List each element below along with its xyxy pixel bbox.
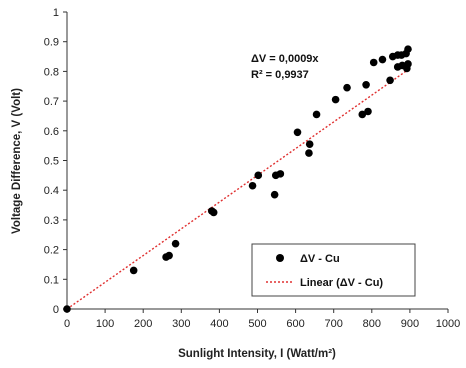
y-tick-label: 0.1 [44, 274, 59, 286]
y-tick-label: 0.8 [44, 66, 59, 78]
equation-box [245, 46, 331, 84]
data-point [386, 76, 394, 85]
x-axis-title: Sunlight Intensity, I (Watt/m²) [178, 348, 336, 360]
x-tick-label: 200 [134, 318, 152, 330]
data-point [343, 83, 351, 92]
y-tick-label: 0.6 [44, 126, 59, 138]
y-axis-title: Voltage Difference, V (Volt) [11, 88, 23, 234]
data-point [293, 128, 302, 137]
legend-label-scatter: ΔV - Cu [300, 253, 340, 265]
data-point [358, 110, 367, 119]
data-point [362, 80, 370, 89]
y-tick-label: 0.3 [44, 215, 59, 227]
data-point [369, 58, 378, 67]
x-tick-label: 500 [248, 318, 266, 330]
legend-box [251, 243, 416, 297]
x-tick-label: 100 [96, 318, 114, 330]
data-point [171, 239, 180, 248]
data-point [305, 149, 313, 157]
data-point [404, 60, 412, 68]
x-tick-label: 400 [210, 318, 228, 330]
x-tick-label: 600 [286, 318, 304, 330]
r-squared-text: R² = 0,9937 [251, 69, 309, 81]
data-point [270, 190, 279, 199]
trendline [66, 67, 411, 310]
y-tick-label: 0 [53, 304, 59, 316]
x-tick-label: 700 [325, 318, 343, 330]
y-tick-label: 0.4 [44, 185, 59, 197]
data-point [331, 95, 340, 104]
legend: ΔV - Cu Linear (ΔV - Cu) [251, 243, 416, 297]
data-point [312, 110, 321, 119]
y-tick-label: 1 [53, 7, 59, 19]
equation-text: ΔV = 0,0009x [251, 53, 319, 65]
data-point [165, 251, 173, 260]
data-point [209, 208, 218, 217]
legend-marker-scatter [276, 254, 284, 262]
equation-annotation: ΔV = 0,0009x R² = 0,9937 [245, 46, 331, 84]
data-point [129, 266, 138, 275]
data-points [63, 45, 412, 313]
x-tick-label: 0 [64, 318, 70, 330]
data-point [404, 45, 412, 53]
x-tick-label: 1000 [436, 318, 460, 330]
data-point [378, 55, 387, 64]
data-point [254, 171, 263, 180]
data-point [276, 170, 285, 178]
x-axis-ticks: 0 100 200 300 400 500 600 700 800 900 1000 [64, 309, 460, 330]
data-point [63, 305, 71, 313]
data-point [364, 107, 372, 116]
y-tick-label: 0.9 [44, 37, 59, 49]
y-tick-label: 0.5 [44, 156, 59, 168]
data-point [305, 140, 314, 148]
y-tick-label: 0.2 [44, 245, 59, 257]
y-tick-label: 0.7 [44, 96, 59, 108]
x-tick-label: 800 [363, 318, 381, 330]
x-tick-label: 900 [401, 318, 419, 330]
y-axis-ticks: 0 0.1 0.2 0.3 0.4 0.5 0.6 0.7 0.8 0.9 1 [44, 7, 67, 316]
legend-label-trendline: Linear (ΔV - Cu) [300, 277, 383, 289]
data-point [248, 181, 257, 190]
x-tick-label: 300 [172, 318, 190, 330]
